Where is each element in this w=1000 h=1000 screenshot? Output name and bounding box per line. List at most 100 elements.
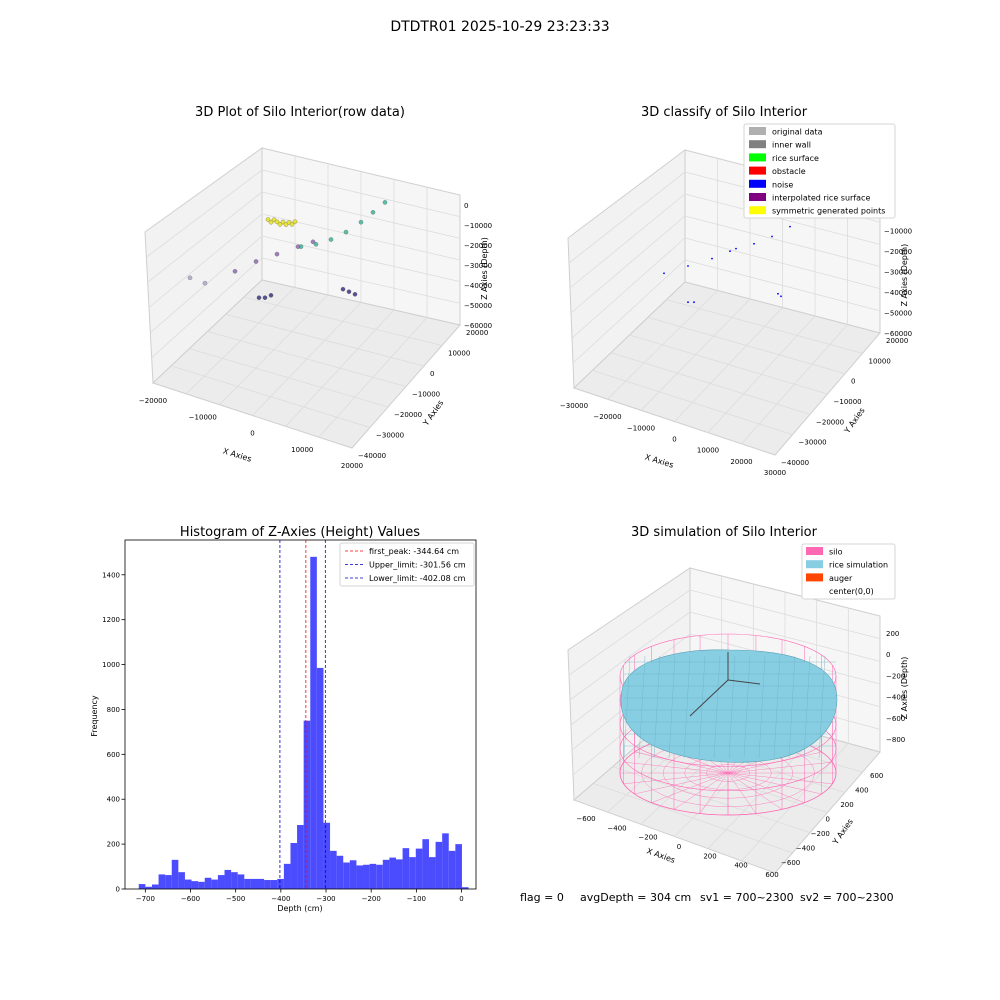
- raw3d-series-3-point: [268, 293, 274, 298]
- classify3d-series-2-point: [687, 301, 689, 304]
- raw3d-title: 3D Plot of Silo Interior(row data): [195, 105, 405, 120]
- histogram-bar: [290, 842, 298, 889]
- raw3d-axes: −20000 −10000 0 10000 20000 −40000 −30000 −2000…: [139, 147, 492, 470]
- classify3d-legend-label: inner wall: [772, 141, 811, 150]
- histogram-bar: [211, 879, 218, 889]
- simulation3d-legend: silo rice simulation auger center(0,0): [801, 543, 896, 600]
- histogram-y-tick-label: 1400: [102, 571, 120, 579]
- histogram-ylabel: Frequency: [90, 695, 99, 737]
- classify3d-y-tick-label: 10000: [869, 357, 891, 365]
- raw3d-grid-line: [147, 191, 263, 283]
- simulation3d-panel: −600−400−2000200400600−600−400−200020040…: [567, 525, 909, 879]
- classify3d-panel: −30000 −20000 −10000 0 10000 20000 30000 −40000…: [560, 105, 912, 477]
- raw3d-series-1-point: [358, 219, 364, 225]
- raw3d-series-3-point: [340, 286, 346, 292]
- classify3d-series-0-point: [753, 242, 755, 245]
- raw3d-ylabel: Y Axies: [421, 398, 446, 428]
- histogram-bar: [336, 855, 344, 889]
- classify3d-legend-label: noise: [772, 180, 793, 189]
- simulation3d-grid-line: [568, 589, 691, 676]
- simulation3d-x-tick-label: 0: [677, 843, 681, 851]
- histogram-bar: [395, 859, 403, 889]
- simulation3d-x-tick-label: −600: [576, 815, 595, 823]
- raw3d-xlabel: X Axies: [222, 446, 253, 463]
- classify3d-y-tick-label: −20000: [816, 418, 844, 426]
- classify3d-legend-label: interpolated rice surface: [772, 194, 870, 203]
- rice-surface-mesh: [728, 655, 736, 759]
- classify3d-z-tick-label: −10000: [884, 228, 912, 236]
- classify3d-grid-line: [741, 324, 848, 445]
- simulation3d-z-tick-label: −400: [886, 694, 905, 702]
- raw3d-z-tick-label: −10000: [464, 222, 492, 230]
- histogram-bar: [145, 886, 152, 889]
- histogram-bar: [171, 859, 179, 889]
- raw3d-y-tick-label: −10000: [412, 391, 440, 399]
- histogram-bar: [323, 822, 331, 889]
- classify3d-y-tick-label: 0: [851, 378, 855, 386]
- raw3d-z-tick-label: −40000: [464, 282, 492, 290]
- raw3d-series-2-point: [253, 259, 259, 264]
- rice-surface-mesh: [713, 655, 721, 759]
- histogram-bar: [455, 844, 462, 889]
- histogram-bar: [422, 839, 429, 889]
- simulation3d-x-tick-label: 400: [734, 862, 747, 870]
- simulation3d-x-tick-label: 600: [765, 871, 778, 879]
- histogram-bar: [231, 872, 238, 889]
- histogram-bar: [158, 874, 166, 889]
- auger-arm: [689, 679, 729, 717]
- raw3d-zlabel: Z Axies (Depth): [480, 237, 489, 300]
- footer-flag: flag = 0: [520, 891, 564, 904]
- classify3d-legend-frame: [743, 123, 896, 219]
- histogram-y-tick-label: 600: [107, 751, 120, 759]
- classify3d-y-tick-label: −40000: [781, 459, 809, 467]
- histogram-bar: [330, 850, 337, 889]
- histogram-bar: [389, 857, 396, 889]
- rice-surface-mesh: [743, 655, 751, 759]
- rice-surface-mesh: [653, 655, 661, 759]
- histogram-bar: [376, 864, 383, 889]
- classify3d-series-0-point: [771, 235, 773, 238]
- simulation3d-legend-swatch: [806, 573, 823, 582]
- classify3d-grid-line: [570, 215, 686, 314]
- silo-bottom-spoke: [727, 761, 833, 774]
- raw3d-grid-line: [318, 317, 428, 438]
- histogram-bar: [191, 881, 199, 889]
- raw3d-z-tick-label: −30000: [464, 262, 492, 270]
- raw3d-series-1-point: [343, 229, 349, 235]
- histogram-y-tick-label: 200: [107, 841, 120, 849]
- histogram-x-tick-label: −200: [362, 895, 381, 903]
- classify3d-z-tick-label: −60000: [884, 330, 912, 338]
- raw3d-x-tick-label: 0: [250, 430, 254, 438]
- auger-arm: [727, 679, 761, 685]
- histogram-bar: [303, 720, 311, 889]
- histogram-bar: [297, 825, 304, 889]
- classify3d-series-1-point: [711, 257, 713, 260]
- histogram-frame: [124, 539, 477, 890]
- histogram-y-tick-label: 0: [116, 886, 120, 894]
- histogram-bar: [217, 875, 225, 889]
- histogram-bar: [184, 879, 192, 889]
- histogram-x-tick-label: −500: [226, 895, 245, 903]
- histogram-bar: [461, 887, 469, 889]
- rice-surface-mesh: [623, 655, 631, 759]
- simulation3d-xlabel: X Axies: [645, 846, 676, 865]
- simulation3d-y-tick-label: 200: [840, 801, 853, 809]
- classify3d-z-tick-label: −30000: [884, 269, 912, 277]
- raw3d-series-2-point: [232, 269, 238, 274]
- raw3d-series-3-point: [262, 295, 268, 300]
- histogram-x-tick-label: −400: [271, 895, 290, 903]
- classify3d-y-tick-label: −10000: [834, 398, 862, 406]
- histogram-legend-label: Lower_limit: -402.08 cm: [369, 574, 466, 583]
- classify3d-x-tick-label: 0: [672, 436, 676, 444]
- raw3d-x-tick-label: −10000: [189, 413, 217, 421]
- histogram-bar: [151, 884, 159, 889]
- raw3d-z-tick-label: −60000: [464, 322, 492, 330]
- silo-bottom-spoke: [727, 772, 822, 795]
- raw3d-series-0-point: [268, 219, 274, 225]
- histogram-x-tick-label: −600: [181, 895, 200, 903]
- histogram-y-tick-label: 400: [107, 796, 120, 804]
- classify3d-series-2-point: [693, 301, 695, 304]
- raw3d-series-1-point: [370, 210, 376, 215]
- histogram-bar: [138, 884, 146, 889]
